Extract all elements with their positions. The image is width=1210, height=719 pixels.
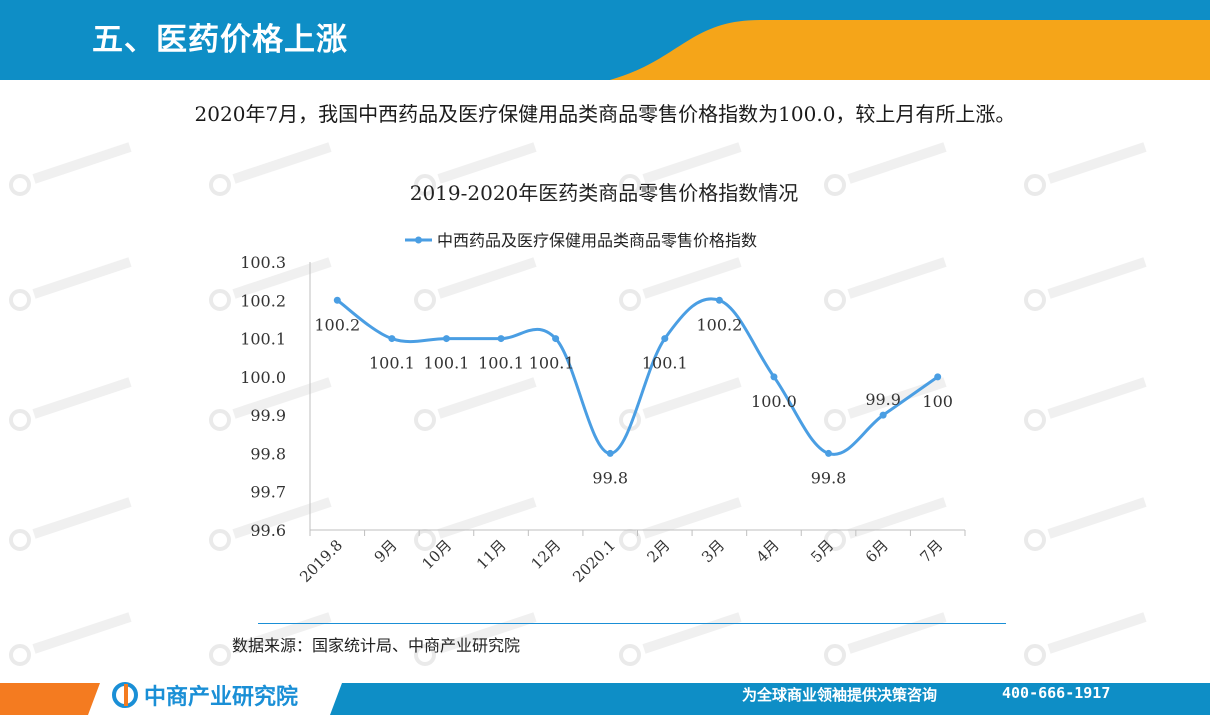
data-point bbox=[388, 335, 396, 343]
data-point bbox=[661, 335, 669, 343]
data-point bbox=[715, 296, 723, 304]
data-point bbox=[497, 335, 505, 343]
y-tick-label: 100.2 bbox=[240, 291, 286, 310]
data-label: 100.1 bbox=[642, 354, 688, 373]
y-tick-label: 99.7 bbox=[250, 483, 286, 502]
x-tick-label: 10月 bbox=[418, 536, 455, 573]
y-tick-label: 99.6 bbox=[250, 521, 286, 540]
data-point bbox=[825, 449, 833, 457]
footer-bar bbox=[0, 676, 1210, 715]
data-label: 99.8 bbox=[592, 468, 628, 487]
footer-tagline: 为全球商业领袖提供决策咨询 bbox=[742, 686, 938, 704]
x-tick-label: 2020.1 bbox=[569, 536, 619, 586]
data-label: 100.1 bbox=[478, 354, 524, 373]
data-label: 99.8 bbox=[811, 468, 847, 487]
page-title: 五、医药价格上涨 bbox=[92, 22, 348, 58]
y-tick-label: 100.3 bbox=[240, 253, 286, 272]
x-tick-label: 6月 bbox=[862, 536, 892, 566]
brand-name: 中商产业研究院 bbox=[144, 685, 299, 710]
footer-blue-stripe bbox=[330, 683, 1210, 715]
x-tick-label: 4月 bbox=[753, 536, 783, 566]
data-label: 100.1 bbox=[369, 354, 415, 373]
y-tick-label: 100.1 bbox=[240, 330, 286, 349]
legend-dot-marker bbox=[415, 236, 422, 244]
footer-orange-stripe bbox=[0, 683, 100, 715]
source-text: 数据来源：国家统计局、中商产业研究院 bbox=[232, 636, 521, 655]
data-point bbox=[606, 449, 614, 457]
chart-title: 2019-2020年医药类商品零售价格指数情况 bbox=[410, 181, 799, 205]
data-label: 100.0 bbox=[751, 392, 797, 411]
data-point bbox=[333, 296, 341, 304]
data-point bbox=[770, 373, 778, 381]
brand-logo: 中商产业研究院 bbox=[112, 680, 298, 710]
data-point bbox=[552, 335, 560, 343]
x-tick-label: 2019.8 bbox=[296, 536, 346, 586]
brand-logo-icon bbox=[112, 682, 138, 708]
header-accent-shape bbox=[610, 20, 1210, 80]
footer-phone: 400-666-1917 bbox=[1002, 684, 1111, 702]
data-label: 100.2 bbox=[696, 315, 742, 334]
legend-label: 中西药品及医疗保健用品类商品零售价格指数 bbox=[437, 231, 757, 250]
y-tick-label: 99.8 bbox=[250, 444, 286, 463]
source-divider bbox=[258, 623, 1006, 624]
y-tick-label: 99.9 bbox=[250, 406, 286, 425]
data-point bbox=[934, 373, 942, 381]
y-tick-label: 100.0 bbox=[240, 368, 286, 387]
legend: 中西药品及医疗保健用品类商品零售价格指数 bbox=[405, 231, 757, 250]
header-bar bbox=[0, 0, 1210, 80]
summary-text: 2020年7月，我国中西药品及医疗保健用品类商品零售价格指数为100.0，较上月… bbox=[194, 102, 1016, 126]
series-line bbox=[336, 297, 939, 456]
x-tick-label: 3月 bbox=[698, 536, 728, 566]
data-label: 100.1 bbox=[424, 354, 470, 373]
data-label: 100 bbox=[922, 392, 953, 411]
x-tick-label: 7月 bbox=[916, 536, 946, 566]
x-tick-label: 9月 bbox=[371, 536, 401, 566]
x-tick-label: 2月 bbox=[644, 536, 674, 566]
x-tick-label: 11月 bbox=[473, 536, 510, 573]
data-label: 100.1 bbox=[529, 354, 575, 373]
data-label: 99.9 bbox=[865, 390, 901, 409]
x-tick-label: 5月 bbox=[807, 536, 837, 566]
data-point bbox=[442, 335, 450, 343]
data-label: 100.2 bbox=[314, 315, 360, 334]
data-point bbox=[879, 411, 887, 419]
x-tick-label: 12月 bbox=[528, 536, 565, 573]
